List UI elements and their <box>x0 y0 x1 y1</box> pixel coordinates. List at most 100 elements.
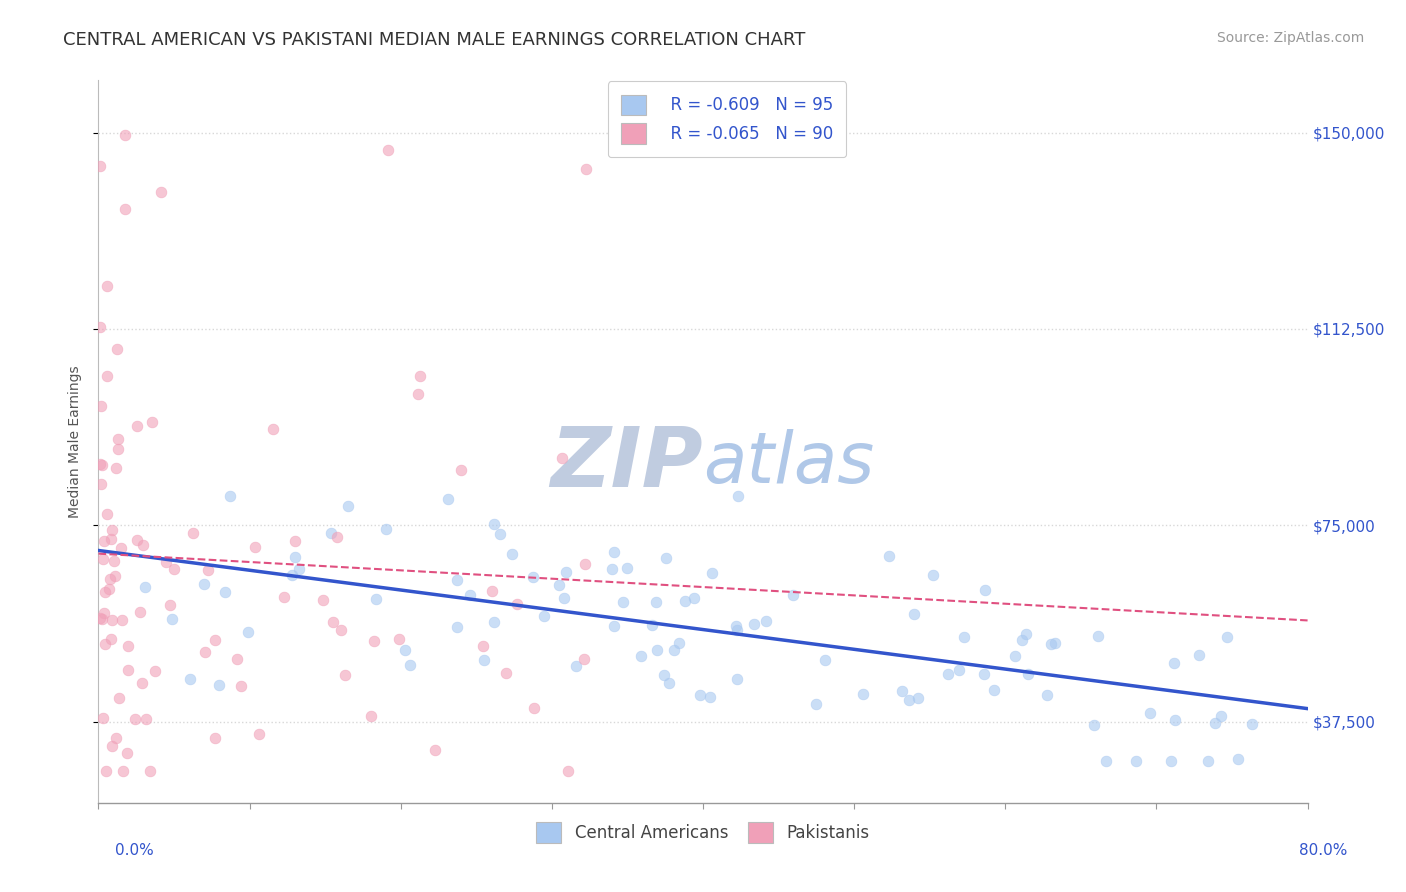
Point <box>852 687 875 701</box>
Point <box>612 595 634 609</box>
Point <box>105 731 128 745</box>
Point <box>214 585 236 599</box>
Point <box>159 599 181 613</box>
Point <box>813 653 835 667</box>
Point <box>550 451 572 466</box>
Point <box>1015 627 1038 641</box>
Point <box>100 632 122 646</box>
Point <box>724 619 747 633</box>
Point <box>1125 754 1147 768</box>
Point <box>1204 716 1226 731</box>
Point <box>668 636 690 650</box>
Point <box>891 684 914 698</box>
Point <box>101 739 124 753</box>
Point <box>312 592 335 607</box>
Point <box>725 623 748 637</box>
Point <box>482 516 505 531</box>
Point <box>394 643 416 657</box>
Point <box>360 709 382 723</box>
Point <box>117 639 139 653</box>
Point <box>652 668 675 682</box>
Point <box>94 637 117 651</box>
Point <box>547 577 569 591</box>
Point <box>160 612 183 626</box>
Text: ZIP: ZIP <box>550 423 703 504</box>
Point <box>247 726 270 740</box>
Point <box>101 523 124 537</box>
Point <box>1083 718 1105 732</box>
Text: CENTRAL AMERICAN VS PAKISTANI MEDIAN MALE EARNINGS CORRELATION CHART: CENTRAL AMERICAN VS PAKISTANI MEDIAN MAL… <box>63 31 806 49</box>
Point <box>1209 708 1232 723</box>
Point <box>103 554 125 568</box>
Point <box>104 461 127 475</box>
Point <box>90 458 112 472</box>
Point <box>114 128 136 142</box>
Point <box>107 432 129 446</box>
Point <box>90 476 112 491</box>
Point <box>700 566 723 580</box>
Point <box>94 585 117 599</box>
Point <box>363 634 385 648</box>
Point <box>127 418 149 433</box>
Point <box>204 731 226 746</box>
Point <box>321 525 343 540</box>
Point <box>1040 637 1063 651</box>
Point <box>936 667 959 681</box>
Point <box>1160 754 1182 768</box>
Point <box>229 679 252 693</box>
Point <box>243 540 266 554</box>
Point <box>111 764 134 779</box>
Point <box>141 416 163 430</box>
Point <box>89 319 111 334</box>
Point <box>523 700 546 714</box>
Point <box>481 583 503 598</box>
Point <box>96 279 118 293</box>
Point <box>93 533 115 548</box>
Text: atlas: atlas <box>703 429 875 498</box>
Point <box>110 541 132 555</box>
Point <box>284 533 307 548</box>
Point <box>425 743 447 757</box>
Point <box>1164 713 1187 727</box>
Point <box>197 563 219 577</box>
Point <box>1241 717 1264 731</box>
Point <box>131 675 153 690</box>
Point <box>364 591 387 606</box>
Point <box>91 551 114 566</box>
Point <box>281 568 304 582</box>
Point <box>903 607 925 622</box>
Point <box>388 632 411 646</box>
Point <box>181 525 204 540</box>
Point <box>922 568 945 582</box>
Point <box>877 549 900 563</box>
Point <box>114 202 136 216</box>
Point <box>1188 648 1211 663</box>
Point <box>907 690 929 705</box>
Point <box>406 387 429 401</box>
Point <box>1004 648 1026 663</box>
Point <box>495 665 517 680</box>
Point <box>94 764 117 779</box>
Point <box>603 619 626 633</box>
Point <box>616 561 638 575</box>
Point <box>149 186 172 200</box>
Point <box>107 442 129 457</box>
Point <box>699 690 721 705</box>
Point <box>98 572 121 586</box>
Point <box>179 672 201 686</box>
Point <box>132 537 155 551</box>
Point <box>115 746 138 760</box>
Point <box>374 523 396 537</box>
Point <box>564 659 586 673</box>
Point <box>557 764 579 779</box>
Point <box>273 590 295 604</box>
Point <box>522 570 544 584</box>
Point <box>533 609 555 624</box>
Point <box>139 764 162 779</box>
Point <box>506 597 529 611</box>
Point <box>89 159 111 173</box>
Point <box>754 615 776 629</box>
Point <box>897 693 920 707</box>
Point <box>658 676 681 690</box>
Point <box>90 612 112 626</box>
